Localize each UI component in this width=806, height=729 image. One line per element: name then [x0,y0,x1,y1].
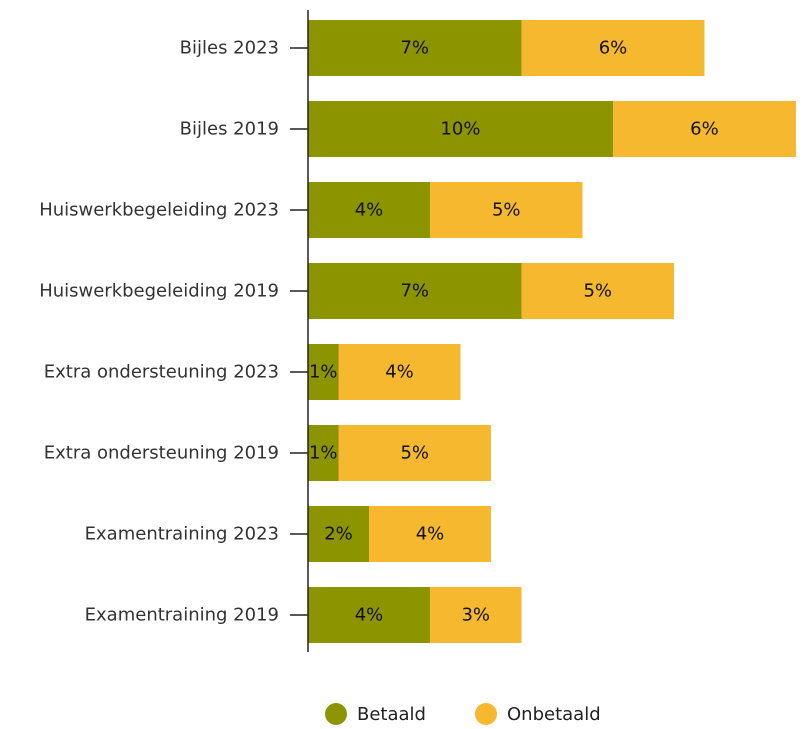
bar-huiswerkbegeleiding-2019-betaald [308,263,522,319]
data-label-examentraining-2023-betaald: 2% [324,524,353,545]
data-label-extra-ondersteuning-2023-onbetaald: 4% [385,362,414,383]
y-tick-label-huiswerkbegeleiding-2019: Huiswerkbegeleiding 2019 [39,281,279,302]
bar-huiswerkbegeleiding-2023-betaald [308,182,430,238]
legend-item-betaald: Betaald [325,703,426,725]
bar-extra-ondersteuning-2019-onbetaald [338,425,491,481]
data-label-examentraining-2019-onbetaald: 3% [461,605,490,626]
bar-extra-ondersteuning-2023-onbetaald [338,344,461,400]
bar-extra-ondersteuning-2023-betaald [308,344,339,400]
y-tick-label-extra-ondersteuning-2023: Extra ondersteuning 2023 [44,362,279,383]
bar-bijles-2023-betaald [308,20,522,76]
stacked-bar-chart: Bijles 2023 7% 6% Bijles 2019 10% 6% Huiswerkb… [39,10,796,652]
bar-examentraining-2023-onbetaald [368,506,491,562]
bar-examentraining-2019-onbetaald [429,587,522,643]
data-label-bijles-2019-onbetaald: 6% [690,119,719,140]
data-label-examentraining-2023-onbetaald: 4% [416,524,445,545]
y-tick-label-extra-ondersteuning-2019: Extra ondersteuning 2019 [44,443,279,464]
data-label-extra-ondersteuning-2023-betaald: 1% [309,362,338,383]
legend-label-onbetaald: Onbetaald [507,703,601,725]
legend-swatch-onbetaald [475,703,497,725]
bar-examentraining-2023-betaald [308,506,369,562]
data-label-bijles-2019-betaald: 10% [440,119,480,140]
legend-item-onbetaald: Onbetaald [475,703,601,725]
legend: Betaald Onbetaald [0,703,806,729]
bar-extra-ondersteuning-2019-betaald [308,425,339,481]
legend-label-betaald: Betaald [357,703,426,725]
data-label-extra-ondersteuning-2019-betaald: 1% [309,443,338,464]
data-label-extra-ondersteuning-2019-onbetaald: 5% [400,443,429,464]
data-label-huiswerkbegeleiding-2019-betaald: 7% [400,281,429,302]
bar-huiswerkbegeleiding-2019-onbetaald [521,263,674,319]
data-label-huiswerkbegeleiding-2023-betaald: 4% [355,200,384,221]
bar-huiswerkbegeleiding-2023-onbetaald [429,182,583,238]
y-tick-label-bijles-2023: Bijles 2023 [180,38,279,59]
bar-bijles-2019-onbetaald [612,101,796,157]
bar-bijles-2023-onbetaald [521,20,705,76]
bar-bijles-2019-betaald [308,101,613,157]
data-label-huiswerkbegeleiding-2019-onbetaald: 5% [583,281,612,302]
data-label-huiswerkbegeleiding-2023-onbetaald: 5% [492,200,521,221]
legend-swatch-betaald [325,703,347,725]
y-tick-label-bijles-2019: Bijles 2019 [180,119,279,140]
y-tick-label-examentraining-2023: Examentraining 2023 [85,524,279,545]
y-tick-label-examentraining-2019: Examentraining 2019 [85,605,279,626]
y-tick-label-huiswerkbegeleiding-2023: Huiswerkbegeleiding 2023 [39,200,279,221]
data-label-examentraining-2019-betaald: 4% [355,605,384,626]
data-label-bijles-2023-onbetaald: 6% [599,38,628,59]
data-label-bijles-2023-betaald: 7% [400,38,429,59]
bar-examentraining-2019-betaald [308,587,430,643]
